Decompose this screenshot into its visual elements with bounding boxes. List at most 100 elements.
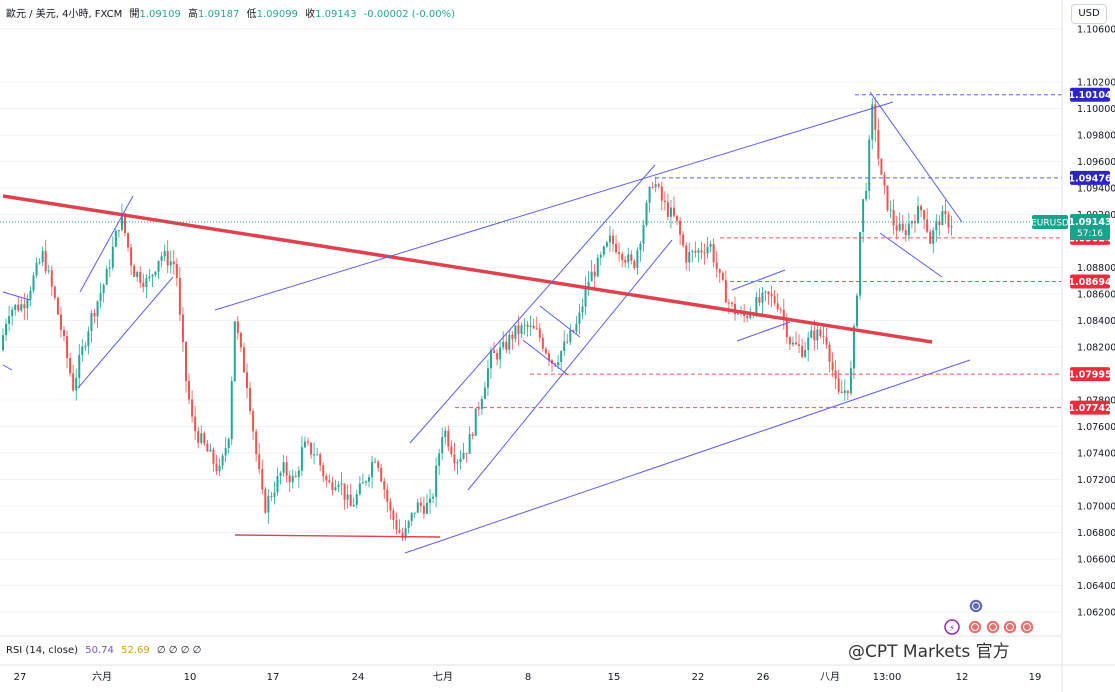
candle-body xyxy=(410,512,413,522)
low-value: 1.09099 xyxy=(256,9,298,20)
candle-body xyxy=(840,391,843,394)
left-channel-lower xyxy=(77,276,174,389)
candle-body xyxy=(212,449,215,464)
open-label: 開 xyxy=(129,9,140,20)
candle-body xyxy=(679,220,682,235)
candle-body xyxy=(197,431,200,443)
candle-body xyxy=(242,347,245,373)
candle-body xyxy=(831,362,834,371)
candle-body xyxy=(593,271,596,277)
candle-body xyxy=(438,453,441,466)
candle-body xyxy=(157,260,160,272)
candle-body xyxy=(767,291,770,295)
candle-body xyxy=(200,433,203,443)
candle-body xyxy=(663,200,666,203)
candle-body xyxy=(624,259,627,263)
price-level-badge xyxy=(1070,170,1110,185)
x-tick-label: 27 xyxy=(14,672,27,683)
candle-body xyxy=(688,252,691,263)
candle-body xyxy=(712,243,715,263)
candle-body xyxy=(185,342,187,382)
candle-body xyxy=(386,489,389,502)
candle-body xyxy=(871,104,874,140)
candle-body xyxy=(105,268,108,285)
candle-body xyxy=(371,462,374,478)
candle-body xyxy=(761,292,764,303)
candle-body xyxy=(770,294,773,297)
candle-body xyxy=(322,465,325,477)
candle-body xyxy=(846,390,849,394)
candle-body xyxy=(547,353,550,361)
candle-body xyxy=(459,458,462,463)
candle-body xyxy=(612,235,614,244)
symbol-label: 歐元 / 美元, 4小時, FXCM xyxy=(6,9,123,20)
candle-body xyxy=(160,256,163,261)
candle-body xyxy=(401,532,404,539)
candle-body xyxy=(910,221,913,224)
candle-body xyxy=(392,510,395,521)
candle-body xyxy=(276,475,279,493)
watermark-text: @CPT Markets 官方 xyxy=(848,642,1010,662)
candle-body xyxy=(673,207,675,216)
candle-body xyxy=(38,262,41,264)
candle-body xyxy=(798,344,801,346)
candle-body xyxy=(188,381,191,400)
high-label: 高 xyxy=(188,9,199,20)
mid-channel-lower xyxy=(467,239,673,491)
candle-body xyxy=(480,398,483,409)
candle-body xyxy=(425,502,428,514)
candle-body xyxy=(66,336,69,359)
candle-body xyxy=(508,334,511,350)
candle-body xyxy=(892,209,895,226)
event-flag-icon-inner xyxy=(1023,623,1031,631)
candle-body xyxy=(361,482,364,484)
y-tick-label: 1.07600 xyxy=(1077,422,1115,433)
candle-body xyxy=(618,252,621,255)
currency-button[interactable]: USD xyxy=(1071,4,1107,24)
candle-body xyxy=(630,254,633,261)
candle-body xyxy=(29,290,32,300)
candle-body xyxy=(499,347,502,360)
candle-body xyxy=(627,254,630,263)
candle-body xyxy=(746,315,749,318)
candle-body xyxy=(535,328,538,330)
candle-body xyxy=(273,492,276,497)
candle-body xyxy=(328,480,331,483)
candle-body xyxy=(666,202,669,217)
y-tick-label: 1.07000 xyxy=(1077,502,1115,513)
candle-body xyxy=(90,312,93,332)
y-tick-label: 1.06800 xyxy=(1077,528,1115,539)
candle-body xyxy=(78,354,81,378)
candle-body xyxy=(676,215,679,221)
candle-body xyxy=(264,489,267,513)
candle-body xyxy=(868,139,871,191)
candle-body xyxy=(69,358,72,374)
rsi-legend[interactable]: RSI (14, close) 50.74 52.69 ∅ ∅ ∅ ∅ xyxy=(6,645,201,656)
y-tick-label: 1.07200 xyxy=(1077,475,1115,486)
time-axis: 27 六月 10 17 24 七月 8 15 22 26 八月 13:00 12 19 xyxy=(0,635,1115,683)
candle-body xyxy=(383,481,386,490)
candle-body xyxy=(172,261,175,265)
candle-body xyxy=(215,463,218,472)
candle-body xyxy=(267,496,270,513)
symbol-header: 歐元 / 美元, 4小時, FXCM 開1.09109 高1.09187 低1.… xyxy=(6,5,455,20)
upper-trendline xyxy=(214,101,894,311)
candle-body xyxy=(32,275,35,291)
candle-body xyxy=(435,465,438,497)
y-tick-label: 1.06200 xyxy=(1077,608,1115,619)
candle-body xyxy=(779,309,782,311)
candle-body xyxy=(154,271,157,275)
candle-body xyxy=(694,251,697,253)
candle-body xyxy=(474,408,477,436)
candle-body xyxy=(877,129,880,159)
candle-body xyxy=(856,295,858,327)
candle-body xyxy=(682,234,685,246)
candle-body xyxy=(773,296,776,304)
high-value: 1.09187 xyxy=(198,9,240,20)
small-channel-lower xyxy=(736,321,791,342)
candle-body xyxy=(471,434,474,436)
candle-body xyxy=(654,184,657,188)
price-level-badge xyxy=(1070,367,1110,382)
rsi-placeholders: ∅ ∅ ∅ ∅ xyxy=(156,645,202,656)
